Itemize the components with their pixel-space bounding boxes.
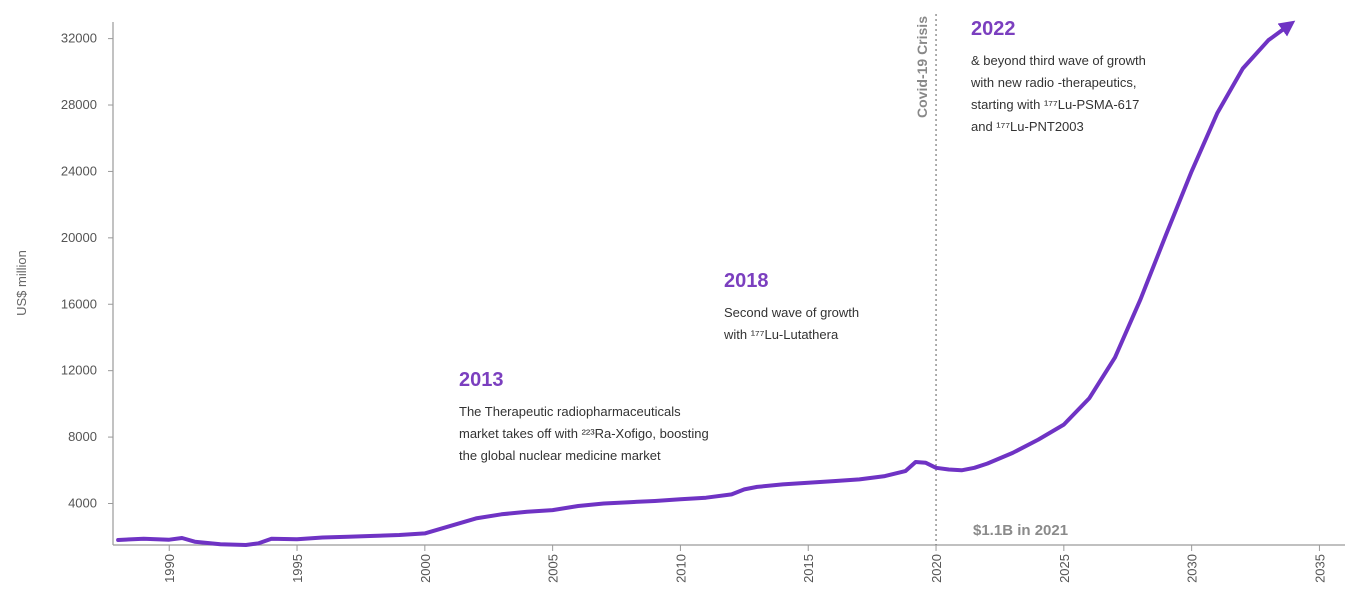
- y-axis-label: US$ million: [14, 250, 29, 316]
- annotation-2022-text: & beyond third wave of growth with new r…: [971, 50, 1146, 138]
- series-line: [116, 20, 1296, 547]
- y-tick-label: 16000: [61, 296, 97, 311]
- annotation-2022-line: with new radio -therapeutics,: [971, 75, 1137, 90]
- annotation-2018-line: Second wave of growth: [724, 305, 860, 320]
- y-tick-label: 20000: [61, 230, 97, 245]
- x-axis-ticks: 1990 1995 2000 2005 2010 2015 2020 2025 2030 2035: [162, 545, 1327, 583]
- annotation-2022-line: and ¹⁷⁷Lu-PNT2003: [971, 119, 1084, 134]
- annotation-2022-title: 2022: [971, 18, 1016, 40]
- x-tick-label: 2020: [929, 554, 944, 583]
- y-tick-label: 4000: [68, 495, 97, 510]
- covid-crisis-label: Covid-19 Crisis: [914, 16, 930, 118]
- annotation-2013-line: The Therapeutic radiopharmaceuticals: [459, 404, 681, 419]
- x-tick-label: 2030: [1185, 554, 1200, 583]
- x-tick-label: 2035: [1312, 554, 1327, 583]
- annotation-2022-line: starting with ¹⁷⁷Lu-PSMA-617: [971, 97, 1140, 112]
- axes: [112, 22, 1345, 546]
- y-tick-label: 8000: [68, 429, 97, 444]
- x-tick-label: 1990: [162, 554, 177, 583]
- annotation-2013-title: 2013: [459, 369, 504, 391]
- annotation-2018-text: Second wave of growth with ¹⁷⁷Lu-Lutathe…: [724, 302, 859, 346]
- annotation-2022-line: & beyond third wave of growth: [971, 53, 1146, 68]
- x-tick-label: 2015: [801, 554, 816, 583]
- x-tick-label: 1995: [290, 554, 305, 583]
- series-group: [116, 20, 1296, 547]
- annotation-2013-text: The Therapeutic radiopharmaceuticals mar…: [459, 401, 709, 467]
- x-tick-label: 2005: [546, 554, 561, 583]
- x-tick-label: 2010: [673, 554, 688, 583]
- y-tick-label: 24000: [61, 163, 97, 178]
- market-size-note: $1.1B in 2021: [973, 522, 1068, 539]
- y-tick-label: 32000: [61, 31, 97, 46]
- annotation-2018-line: with ¹⁷⁷Lu-Lutathera: [724, 327, 839, 342]
- annotation-2013-line: the global nuclear medicine market: [459, 448, 661, 463]
- annotation-2018-title: 2018: [724, 270, 769, 292]
- y-tick-label: 12000: [61, 363, 97, 378]
- y-tick-label: 28000: [61, 97, 97, 112]
- y-axis-ticks: 4000 8000 12000 16000 20000 24000 28000 32000: [61, 31, 113, 510]
- annotation-2013-line: market takes off with ²²³Ra-Xofigo, boos…: [459, 426, 709, 441]
- x-tick-label: 2000: [418, 554, 433, 583]
- x-tick-label: 2025: [1057, 554, 1072, 583]
